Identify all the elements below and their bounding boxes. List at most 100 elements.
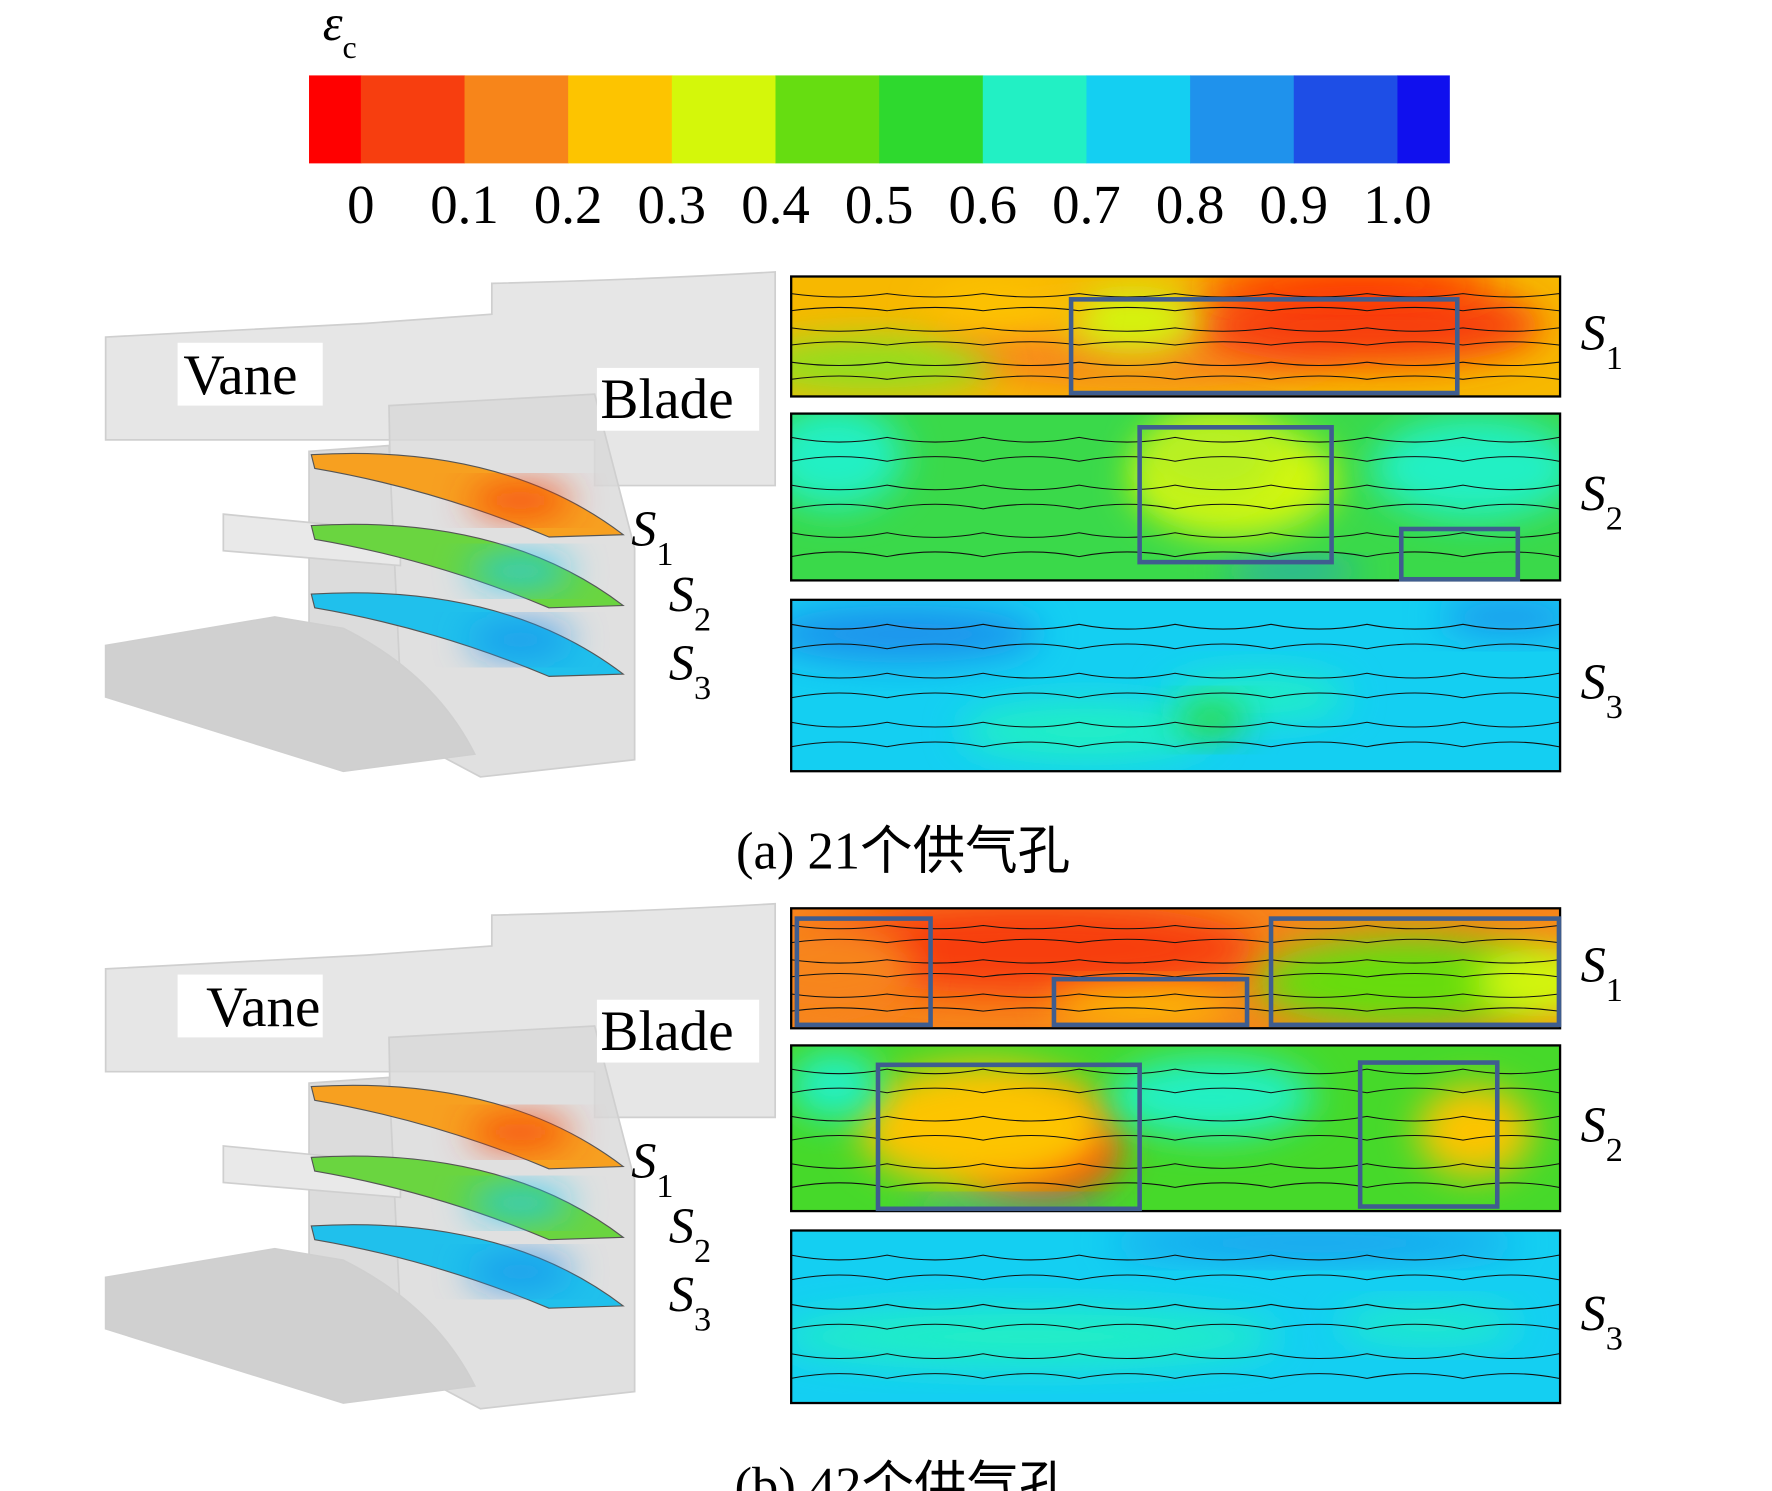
contour-blob (1177, 702, 1246, 737)
label-bg (596, 367, 760, 431)
contour-blob (1257, 936, 1555, 1029)
contour-blob (1417, 1085, 1532, 1177)
streamline (791, 938, 1561, 944)
colorbar-segment (1086, 75, 1191, 164)
colorbar-segment (671, 75, 777, 164)
section-label-3d-main: S (669, 1267, 694, 1323)
contour-blob (1337, 1308, 1521, 1343)
vane-label: Vane (206, 976, 320, 1039)
streamline (791, 1182, 1561, 1188)
streamline (791, 1134, 1561, 1141)
colorbar-segment (464, 75, 569, 164)
colorbar-tick-label: 0.6 (949, 174, 1018, 235)
colorbar-segment (1397, 75, 1450, 164)
colorbar-tick-label: 0.9 (1260, 174, 1329, 235)
contour-blob (791, 1308, 1281, 1366)
section-label-sub: 3 (1606, 1319, 1623, 1357)
section-label: S2 (1581, 1097, 1623, 1169)
section-label-sub: 3 (1606, 688, 1623, 726)
streamline (791, 341, 1561, 346)
colorbar-tick-label: 0.2 (534, 174, 603, 235)
streamline (791, 924, 1561, 930)
colorbar-segment (1190, 75, 1295, 164)
streamline (791, 1007, 1561, 1012)
highlight-box (1268, 916, 1562, 1028)
streamline (791, 306, 1561, 312)
section-label-sub: 2 (1606, 500, 1623, 538)
section-label-3d-sub: 1 (656, 1167, 673, 1205)
highlight-box (1068, 297, 1460, 396)
contour-plot (791, 276, 1561, 397)
label-bg (177, 342, 323, 406)
streamline (791, 1323, 1561, 1330)
slice-s3-spot (468, 626, 572, 654)
streamline (791, 1274, 1561, 1281)
streamline (791, 1254, 1561, 1261)
casing-top (104, 271, 777, 487)
section-label-3d: S3 (669, 1267, 711, 1339)
streamline (791, 293, 1561, 298)
streamline (791, 484, 1561, 491)
highlight-box (1357, 1060, 1500, 1209)
highlight-box (1398, 526, 1521, 582)
contour-blob (1143, 413, 1281, 503)
contour-blob (1200, 276, 1498, 303)
streamline (791, 973, 1561, 978)
section-label-3d-main: S (669, 566, 694, 622)
section-label-3d-main: S (669, 635, 694, 691)
streamline (791, 327, 1561, 332)
contour-blob (960, 702, 1212, 760)
streamline (791, 692, 1561, 699)
contour-blob (800, 908, 1258, 994)
contour-plot (791, 599, 1561, 772)
streamline (791, 551, 1561, 558)
section-label-3d: S1 (631, 1133, 673, 1205)
section-label-main: S (1581, 654, 1606, 710)
colorbar-segment (568, 75, 673, 164)
contour-plot (791, 1045, 1561, 1212)
contour-blob (1223, 562, 1361, 581)
streamline (791, 1068, 1561, 1075)
section-label-3d: S2 (669, 566, 711, 638)
section-label-main: S (1581, 305, 1606, 361)
colorbar-segment (360, 75, 466, 164)
slice-s2 (310, 1155, 625, 1241)
base (104, 616, 476, 773)
slice-s1-spot (468, 486, 572, 515)
colorbar-tick-label: 0.8 (1156, 174, 1225, 235)
streamline (791, 361, 1561, 367)
section-label-sub: 2 (1606, 1131, 1623, 1169)
section-label-main: S (1581, 1285, 1606, 1341)
casing-top (104, 902, 777, 1119)
geometry (104, 271, 777, 778)
colorbar-tick-label: 0.4 (741, 174, 810, 235)
streamline (791, 1087, 1561, 1094)
section-label-3d: S2 (669, 1198, 711, 1270)
highlight-box (1137, 425, 1334, 565)
section-label-3d-main: S (631, 501, 656, 557)
contour-blob (791, 605, 1041, 663)
streamline (791, 503, 1561, 510)
streamline (791, 672, 1561, 679)
colorbar-label-main: ε (323, 0, 343, 51)
slice-s3 (310, 592, 625, 677)
streamline (791, 1353, 1561, 1360)
slice-s1 (310, 452, 625, 538)
slice-s2-spot (468, 557, 572, 585)
contour-frame (790, 1229, 1562, 1405)
streamline (791, 375, 1561, 380)
colorbar-label: εc (323, 0, 357, 65)
slice-s2-spot (468, 1189, 572, 1217)
streamline (791, 1115, 1561, 1122)
vane-label: Vane (183, 344, 297, 407)
streamline (791, 456, 1561, 462)
streamline (791, 436, 1561, 443)
section-label-main: S (1581, 937, 1606, 993)
section-label-3d-sub: 1 (656, 535, 673, 573)
label-bg (596, 999, 760, 1063)
contour-blob (1108, 1230, 1521, 1257)
streamline (791, 1303, 1561, 1310)
colorbar-tick-label: 0.3 (638, 174, 707, 235)
